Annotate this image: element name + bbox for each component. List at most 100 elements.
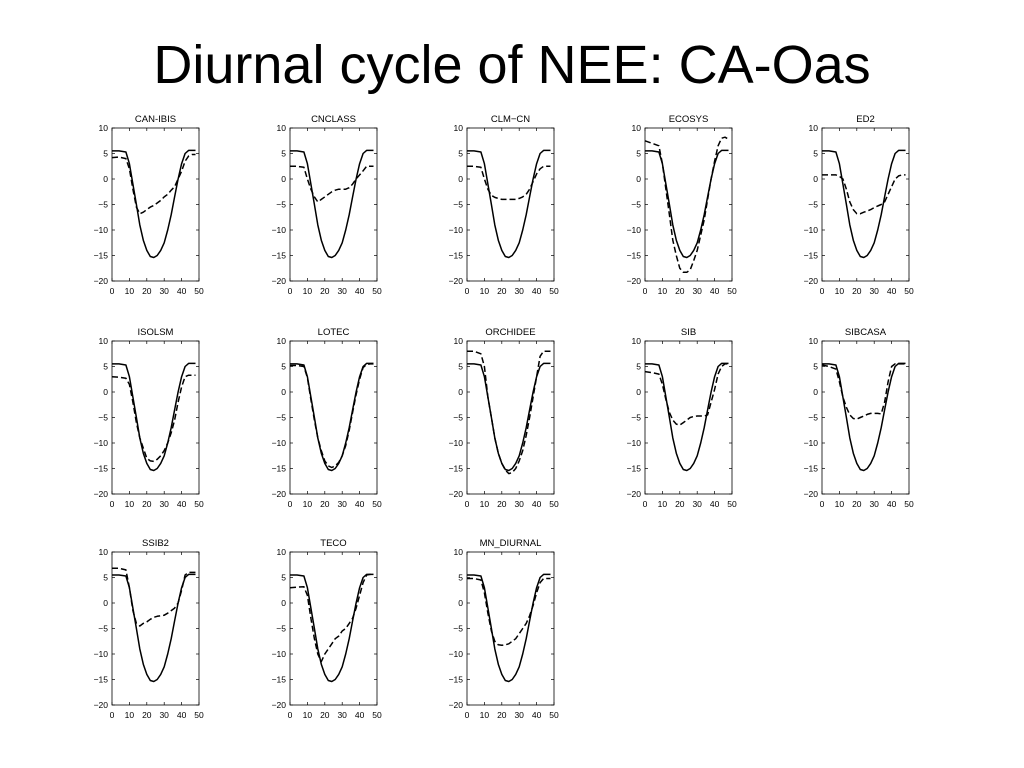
x-tick-label: 0 — [288, 286, 293, 296]
y-tick-label: 0 — [103, 387, 108, 397]
x-tick-label: 20 — [142, 286, 152, 296]
x-tick-label: 50 — [904, 286, 914, 296]
y-tick-label: −20 — [804, 489, 819, 499]
x-tick-label: 20 — [320, 710, 330, 720]
y-tick-label: −5 — [453, 413, 463, 423]
y-tick-label: −10 — [272, 438, 287, 448]
model-series-line — [821, 363, 906, 420]
x-tick-label: 40 — [887, 499, 897, 509]
model-series-line — [644, 136, 729, 274]
observed-series-line — [290, 573, 374, 683]
x-tick-label: 40 — [355, 286, 365, 296]
y-tick-label: 10 — [632, 336, 642, 346]
x-tick-label: 40 — [177, 499, 187, 509]
y-tick-label: −10 — [627, 225, 642, 235]
y-tick-label: 10 — [809, 336, 819, 346]
x-tick-label: 0 — [110, 286, 115, 296]
y-tick-label: 5 — [813, 149, 818, 159]
y-tick-label: 5 — [281, 573, 286, 583]
y-tick-label: 10 — [632, 123, 642, 133]
x-tick-label: 30 — [159, 286, 169, 296]
plot-frame — [289, 127, 378, 282]
panel-title: ORCHIDEE — [485, 327, 535, 338]
panel-title: ISOLSM — [138, 327, 174, 338]
x-tick-label: 20 — [320, 499, 330, 509]
x-tick-label: 30 — [337, 710, 347, 720]
x-tick-label: 50 — [372, 710, 382, 720]
x-tick-label: 10 — [658, 286, 668, 296]
x-tick-label: 50 — [727, 286, 737, 296]
y-tick-label: −20 — [272, 700, 287, 710]
y-tick-label: 0 — [636, 174, 641, 184]
y-tick-label: −10 — [272, 225, 287, 235]
x-tick-label: 30 — [692, 286, 702, 296]
plot-frame — [289, 340, 378, 495]
x-tick-label: 20 — [852, 499, 862, 509]
x-tick-label: 10 — [480, 499, 490, 509]
panel-title: LOTEC — [318, 327, 350, 338]
x-tick-label: 0 — [643, 499, 648, 509]
y-tick-label: −20 — [449, 489, 464, 499]
y-tick-label: 10 — [454, 336, 464, 346]
panel-title: SIB — [681, 327, 696, 338]
y-tick-label: 10 — [99, 123, 109, 133]
y-tick-label: 10 — [809, 123, 819, 133]
x-tick-label: 10 — [125, 499, 135, 509]
model-series-line — [111, 374, 196, 463]
y-tick-label: 0 — [458, 387, 463, 397]
y-tick-label: 0 — [636, 387, 641, 397]
y-tick-label: 5 — [103, 362, 108, 372]
y-tick-label: −15 — [94, 464, 109, 474]
observed-series-line — [112, 149, 196, 259]
y-tick-label: −20 — [94, 276, 109, 286]
x-tick-label: 50 — [727, 499, 737, 509]
y-tick-label: 0 — [458, 598, 463, 608]
panel-title: CNCLASS — [311, 114, 356, 125]
x-tick-label: 30 — [514, 286, 524, 296]
x-tick-label: 40 — [532, 286, 542, 296]
observed-series-line — [822, 149, 906, 259]
y-tick-label: −20 — [449, 700, 464, 710]
y-tick-label: −5 — [98, 200, 108, 210]
y-tick-label: −5 — [276, 200, 286, 210]
y-tick-label: −10 — [449, 649, 464, 659]
y-tick-label: 0 — [281, 598, 286, 608]
plot-frame — [821, 127, 910, 282]
y-tick-label: −5 — [276, 624, 286, 634]
model-series-line — [822, 174, 906, 215]
x-tick-label: 0 — [820, 499, 825, 509]
x-tick-label: 40 — [532, 499, 542, 509]
y-tick-label: 10 — [454, 547, 464, 557]
slide-title: Diurnal cycle of NEE: CA-Oas — [153, 35, 871, 95]
plot-frame — [289, 551, 378, 706]
model-series-line — [112, 567, 196, 627]
y-tick-label: −5 — [631, 413, 641, 423]
y-tick-label: −15 — [272, 251, 287, 261]
y-tick-label: −10 — [272, 649, 287, 659]
panel-title: ED2 — [856, 114, 874, 125]
x-tick-label: 50 — [904, 499, 914, 509]
y-tick-label: −10 — [94, 438, 109, 448]
y-tick-label: 0 — [458, 174, 463, 184]
model-series-line — [289, 573, 374, 663]
y-tick-label: −15 — [272, 464, 287, 474]
plot-frame — [644, 127, 733, 282]
y-tick-label: −5 — [276, 413, 286, 423]
y-tick-label: −15 — [804, 464, 819, 474]
y-tick-label: 0 — [813, 387, 818, 397]
y-tick-label: −5 — [631, 200, 641, 210]
x-tick-label: 50 — [194, 710, 204, 720]
y-tick-label: −20 — [94, 700, 109, 710]
model-series-line — [290, 363, 374, 469]
x-tick-label: 10 — [303, 499, 313, 509]
x-tick-label: 0 — [288, 499, 293, 509]
x-tick-label: 0 — [820, 286, 825, 296]
x-tick-label: 0 — [465, 499, 470, 509]
x-tick-label: 10 — [480, 710, 490, 720]
